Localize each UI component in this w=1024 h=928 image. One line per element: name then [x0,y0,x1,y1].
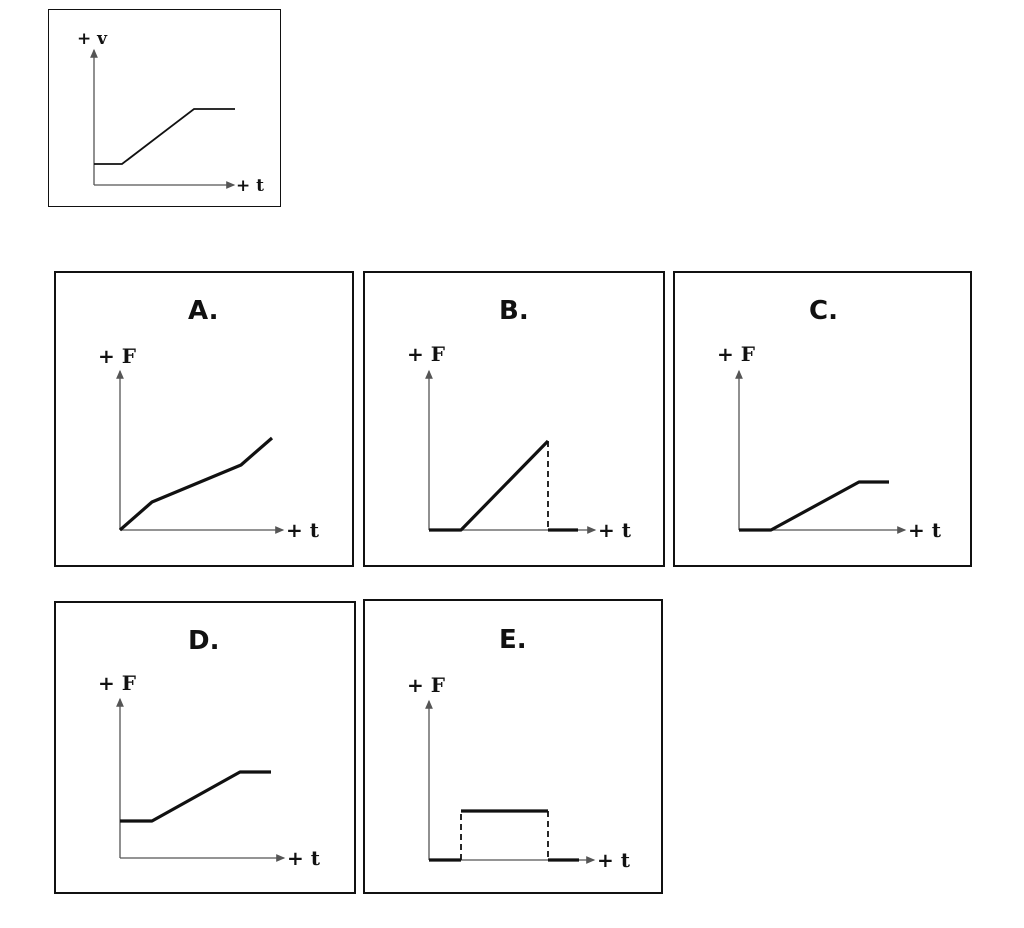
force-curve [118,436,274,532]
x-axis-label: + t [236,176,264,196]
option-letter: C. [809,296,838,326]
option-letter: D. [188,626,219,656]
option-d-panel[interactable]: D. + F + t [54,601,356,894]
option-c-graph: C. + F + t [717,296,942,542]
y-axis-label: + v [77,29,108,49]
y-axis-label: + F [98,671,136,695]
x-axis-label: + t [286,518,320,542]
option-d-graph: D. + F + t [98,626,321,870]
option-letter: E. [499,625,527,655]
x-axis-label: + t [597,848,631,872]
option-e-graph: E. + F + t [407,625,631,872]
y-axis-label: + F [407,342,445,366]
reference-graph: + v + t [77,29,264,196]
option-letter: B. [499,296,529,326]
y-axis-label: + F [717,342,755,366]
option-b-panel[interactable]: B. + F + t [363,271,665,567]
force-curve [120,770,271,823]
y-axis-label: + F [407,673,445,697]
option-letter: A. [188,296,218,326]
option-a-panel[interactable]: A. + F + t [54,271,354,567]
velocity-curve [94,108,235,165]
force-curve [739,480,889,532]
y-axis-label: + F [98,344,136,368]
option-e-panel[interactable]: E. + F + t [363,599,663,894]
option-c-panel[interactable]: C. + F + t [673,271,972,567]
x-axis-label: + t [598,518,632,542]
x-axis-label: + t [908,518,942,542]
option-b-graph: B. + F + t [407,296,632,542]
option-a-graph: A. + F + t [98,296,320,542]
x-axis-label: + t [287,846,321,870]
force-curve-rising [429,439,550,532]
reference-graph-panel: + v + t [48,9,281,207]
